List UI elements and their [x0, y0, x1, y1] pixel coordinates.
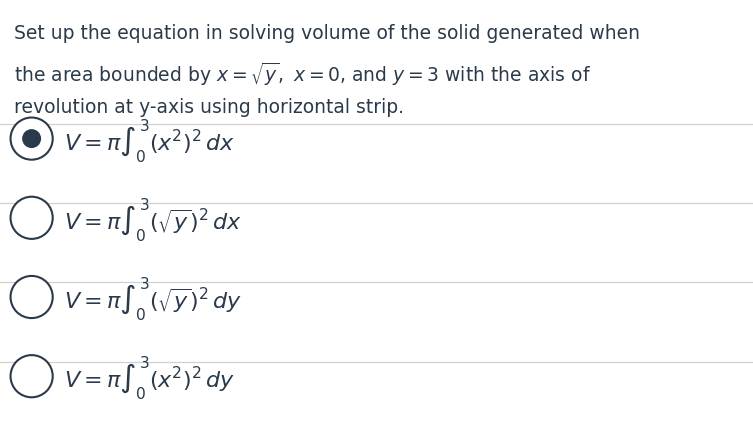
- Ellipse shape: [22, 129, 41, 148]
- Text: $V = \pi \int_0^3 (\sqrt{y})^2\,dy$: $V = \pi \int_0^3 (\sqrt{y})^2\,dy$: [64, 275, 242, 323]
- Text: $V = \pi \int_0^3 (x^2)^2\,dx$: $V = \pi \int_0^3 (x^2)^2\,dx$: [64, 117, 235, 165]
- Text: $V = \pi \int_0^3 (x^2)^2\,dy$: $V = \pi \int_0^3 (x^2)^2\,dy$: [64, 355, 235, 402]
- Ellipse shape: [11, 117, 53, 160]
- Ellipse shape: [11, 355, 53, 397]
- Text: $V = \pi \int_0^3 (\sqrt{y})^2\,dx$: $V = \pi \int_0^3 (\sqrt{y})^2\,dx$: [64, 196, 242, 244]
- Ellipse shape: [11, 197, 53, 239]
- Text: Set up the equation in solving volume of the solid generated when: Set up the equation in solving volume of…: [14, 24, 639, 43]
- Ellipse shape: [11, 276, 53, 318]
- Text: revolution at y-axis using horizontal strip.: revolution at y-axis using horizontal st…: [14, 98, 404, 117]
- Text: the area bounded by $x = \sqrt{y},\ x = 0$, and $y = 3$ with the axis of: the area bounded by $x = \sqrt{y},\ x = …: [14, 61, 590, 88]
